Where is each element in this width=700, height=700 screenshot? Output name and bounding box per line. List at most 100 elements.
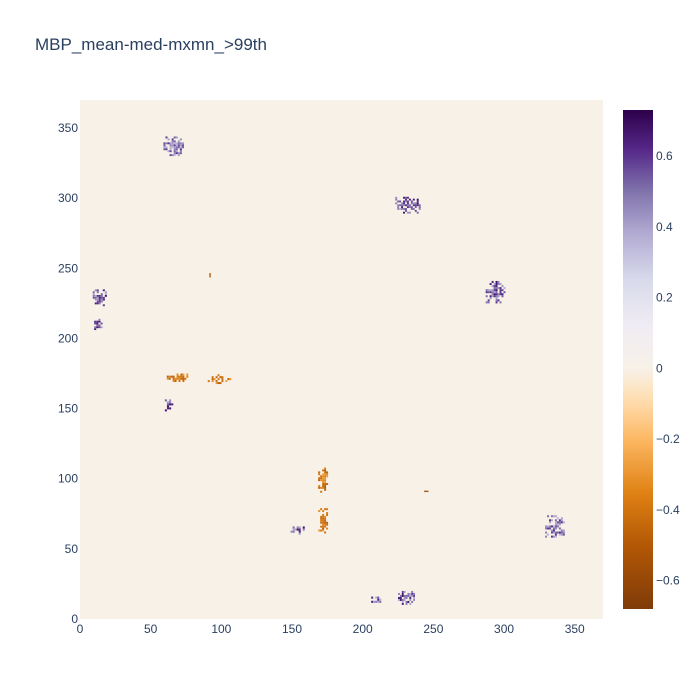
heatmap-cell (169, 144, 172, 147)
heatmap-cell (100, 298, 103, 301)
heatmap-cell (324, 469, 327, 472)
heatmap-cell (179, 150, 182, 153)
heatmap-cell (221, 380, 224, 383)
heatmap-cell (493, 287, 496, 290)
heatmap-cell (178, 379, 181, 382)
heatmap-cell (98, 302, 101, 305)
heatmap-cell (173, 148, 176, 151)
heatmap-cell (403, 598, 406, 601)
heatmap-cell (497, 295, 500, 298)
heatmap-cell (96, 289, 99, 292)
heatmap-cell (324, 477, 327, 480)
heatmap-cell (399, 596, 402, 599)
heatmap-cell (292, 528, 295, 531)
colorbar-tick-label: 0.2 (656, 291, 673, 305)
heatmap-cell (207, 380, 210, 383)
heatmap-cell (552, 515, 555, 518)
heatmap-cell (98, 298, 101, 301)
heatmap-cell (326, 483, 329, 485)
heatmap-cell (211, 376, 214, 379)
heatmap-cell (181, 144, 184, 147)
heatmap-cell (418, 206, 421, 209)
heatmap-cell (318, 477, 321, 480)
heatmap-cell (562, 529, 565, 532)
heatmap-cell (556, 517, 559, 520)
heatmap-cell (413, 596, 415, 599)
heatmap-cell (180, 377, 183, 380)
heatmap-cell (169, 148, 172, 151)
heatmap-cell (397, 206, 400, 209)
heatmap-cell (175, 146, 178, 149)
heatmap-cell (405, 198, 407, 201)
x-tick-label: 50 (144, 622, 158, 636)
heatmap-cell (182, 379, 185, 382)
heatmap-cell (552, 535, 555, 538)
heatmap-cell (100, 300, 103, 303)
heatmap-cell (302, 526, 305, 529)
heatmap-cell (491, 291, 494, 294)
heatmap-cell (166, 375, 169, 378)
colorbar-ticks: −0.6 −0.4 −0.2 0 0.2 0.4 0.6 (656, 149, 680, 588)
heatmap-cell (550, 515, 553, 518)
heatmap-cell (550, 519, 553, 522)
heatmap-cell (407, 600, 410, 603)
heatmap-cell (181, 146, 184, 149)
colorbar (623, 110, 653, 609)
chart-title: MBP_mean-med-mxmn_>99th (35, 35, 267, 54)
y-tick-label: 100 (58, 472, 78, 486)
heatmap-cell (503, 287, 506, 290)
heatmap-cell (326, 521, 329, 524)
heatmap-cell (324, 484, 327, 487)
heatmap-cell (171, 140, 174, 143)
heatmap-cell (491, 295, 494, 298)
heatmap-cell (175, 142, 178, 145)
heatmap-cell (94, 302, 97, 305)
heatmap-cell (175, 144, 178, 147)
heatmap-cell (96, 326, 99, 329)
heatmap-cell (318, 529, 321, 532)
heatmap-cell (558, 527, 561, 530)
heatmap-cell (411, 600, 414, 603)
heatmap-cell (403, 590, 406, 593)
heatmap-cell (174, 377, 177, 380)
heatmap-cell (379, 600, 382, 603)
heatmap-cell (399, 208, 402, 210)
heatmap-cell (166, 405, 170, 408)
heatmap-cell (399, 200, 402, 203)
heatmap-cell (554, 525, 557, 528)
heatmap-cell (322, 477, 325, 480)
heatmap-cell (169, 399, 172, 402)
heatmap-cell (424, 490, 427, 493)
heatmap-cell (320, 486, 323, 489)
heatmap-cell (412, 208, 415, 210)
heatmap-cell (418, 208, 421, 210)
heatmap-cell (173, 146, 176, 149)
heatmap-cell (414, 209, 417, 212)
heatmap-cell (298, 532, 301, 535)
heatmap-cell (166, 377, 169, 380)
heatmap-cell (495, 299, 498, 302)
heatmap-cell (168, 375, 171, 378)
heatmap-cell (493, 285, 496, 288)
heatmap-cell (98, 294, 101, 297)
heatmap-cell (322, 527, 325, 530)
heatmap-cell (320, 479, 323, 482)
heatmap-cluster (318, 508, 329, 534)
heatmap-cluster (398, 590, 415, 605)
heatmap-cell (410, 206, 413, 209)
heatmap-cell (166, 403, 170, 406)
heatmap-cell (318, 484, 321, 487)
heatmap-cell (408, 198, 411, 201)
heatmap-cell (167, 142, 170, 145)
heatmap-cell (100, 293, 103, 295)
heatmap-cell (96, 302, 99, 305)
heatmap-cell (322, 525, 325, 528)
heatmap-cell (497, 293, 500, 296)
heatmap-cell (497, 287, 500, 290)
heatmap-cell (550, 531, 553, 534)
y-tick-label: 200 (58, 331, 78, 345)
heatmap-cluster (545, 515, 565, 538)
heatmap-cell (560, 531, 563, 534)
heatmap-cell (326, 471, 329, 474)
